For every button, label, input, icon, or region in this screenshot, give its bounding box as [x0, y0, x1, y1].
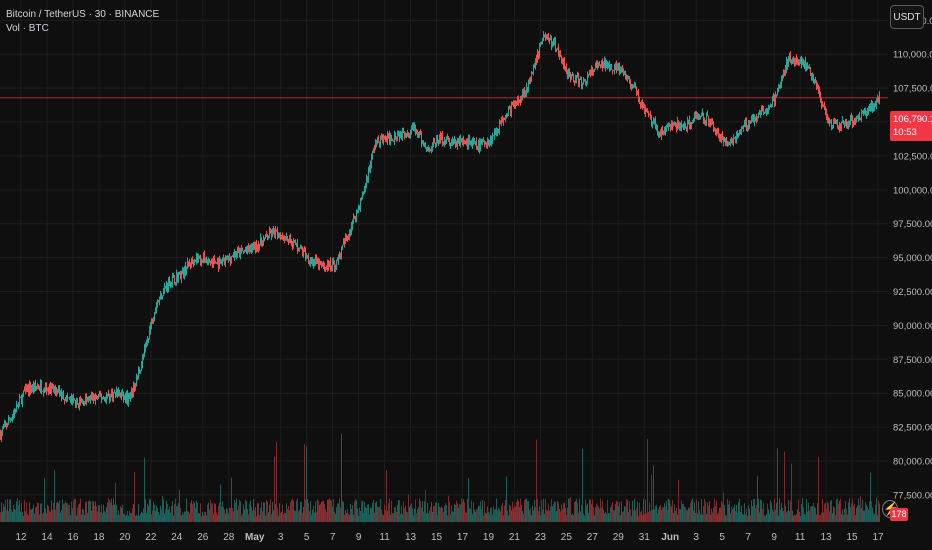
x-tick-label: 11 — [379, 532, 390, 543]
y-tick-label: 92,500.00 — [893, 287, 932, 298]
x-tick-label: 7 — [330, 532, 336, 543]
x-tick-label: 15 — [431, 532, 443, 543]
x-tick-label: 3 — [278, 532, 284, 543]
y-tick-label: 100,000.00 — [893, 185, 932, 196]
y-tick-label: 97,500.00 — [893, 219, 932, 230]
y-tick-label: 87,500.00 — [893, 355, 932, 366]
x-tick-label: 16 — [67, 532, 79, 543]
x-tick-label: 22 — [145, 532, 157, 543]
x-tick-label: 13 — [405, 532, 417, 543]
x-tick-label: 14 — [41, 532, 53, 543]
y-tick-label: 80,000.00 — [893, 456, 932, 467]
x-tick-label: 31 — [639, 532, 651, 543]
current-price-tag: 106,790.19 10:53 — [890, 111, 932, 141]
x-tick-label: 18 — [93, 532, 105, 543]
x-axis[interactable]: 12 14 16 18 20 22 24 26 28 May 3 5 7 9 11 13 15 17 19 21 23 2… — [15, 532, 884, 543]
y-tick-label: 95,000.00 — [893, 253, 932, 264]
bar-countdown-label: 10:53 — [893, 127, 917, 138]
y-tick-label: 77,500.00 — [893, 490, 932, 501]
x-tick-label: 5 — [304, 532, 310, 543]
x-tick-label: 20 — [119, 532, 131, 543]
x-tick-label: 24 — [171, 532, 183, 543]
x-tick-label: May — [245, 532, 265, 543]
x-tick-label: 7 — [745, 532, 751, 543]
volume-value-tag: 178 — [890, 508, 908, 521]
chart-legend: Bitcoin / TetherUS · 30 · BINANCE Vol · … — [6, 8, 159, 36]
x-tick-label: Jun — [661, 532, 679, 543]
x-tick-label: 23 — [535, 532, 547, 543]
x-tick-label: 29 — [613, 532, 625, 543]
y-tick-label: 110,000.00 — [893, 50, 932, 61]
x-tick-label: 17 — [457, 532, 469, 543]
x-tick-label: 12 — [15, 532, 27, 543]
currency-button[interactable]: USDT — [890, 5, 924, 29]
x-tick-label: 21 — [509, 532, 521, 543]
price-candles — [0, 31, 880, 443]
current-price-label: 106,790.19 — [893, 114, 932, 125]
y-axis[interactable]: 112,500.00110,000.00107,500.00105,000.00… — [893, 16, 932, 502]
x-tick-label: 9 — [356, 532, 362, 543]
y-tick-label: 82,500.00 — [893, 423, 932, 434]
x-tick-label: 26 — [197, 532, 209, 543]
x-tick-label: 25 — [561, 532, 573, 543]
x-tick-label: 17 — [872, 532, 884, 543]
y-tick-label: 90,000.00 — [893, 321, 932, 332]
symbol-title[interactable]: Bitcoin / TetherUS · 30 · BINANCE — [6, 9, 160, 20]
y-tick-label: 102,500.00 — [893, 151, 932, 162]
x-tick-label: 28 — [223, 532, 235, 543]
x-tick-label: 11 — [795, 532, 806, 543]
x-tick-label: 27 — [587, 532, 599, 543]
volume-bars — [0, 434, 880, 522]
x-tick-label: 3 — [693, 532, 699, 543]
x-tick-label: 5 — [719, 532, 725, 543]
volume-legend[interactable]: Vol · BTC — [6, 23, 49, 34]
grid-lines — [0, 0, 888, 522]
x-tick-label: 13 — [820, 532, 832, 543]
y-tick-label: 107,500.00 — [893, 84, 932, 95]
y-tick-label: 85,000.00 — [893, 389, 932, 400]
x-tick-label: 9 — [771, 532, 777, 543]
x-tick-label: 19 — [483, 532, 495, 543]
x-tick-label: 15 — [846, 532, 858, 543]
